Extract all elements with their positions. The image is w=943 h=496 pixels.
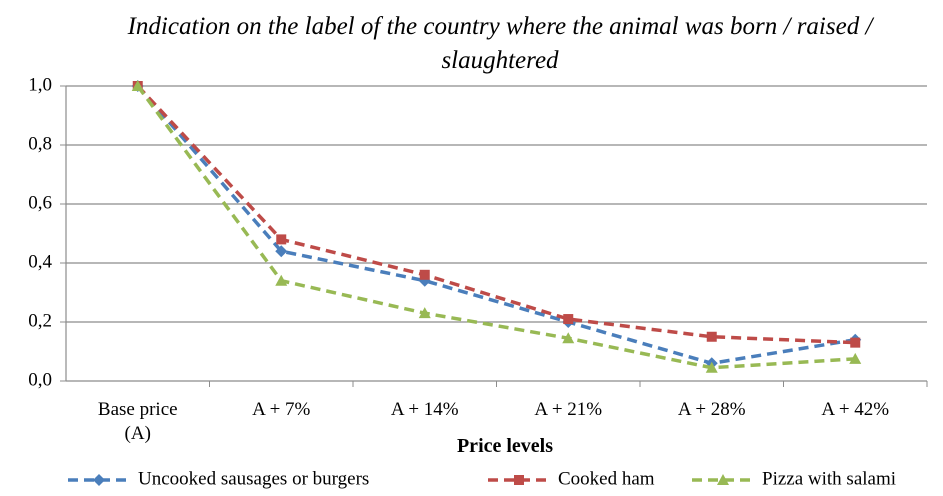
- legend-label: Uncooked sausages or burgers: [138, 468, 369, 489]
- x-tick-label: Base price (A): [97, 399, 178, 444]
- x-axis-title: Price levels: [456, 435, 554, 457]
- legend-marker: [514, 475, 524, 485]
- point: [705, 361, 718, 373]
- y-tick-label: 0,2: [28, 310, 52, 331]
- series-line: [136, 84, 856, 370]
- series-line: [136, 84, 856, 366]
- y-tick-label: 0,0: [28, 369, 52, 390]
- point: [276, 234, 287, 245]
- series-line: [136, 84, 856, 345]
- y-tick-label: 1,0: [28, 74, 52, 95]
- legend-marker: [717, 474, 729, 485]
- legend-label: Pizza with salami: [762, 468, 896, 489]
- legend-label: Cooked ham: [558, 468, 655, 489]
- x-tick-label: A + 28%: [677, 399, 746, 420]
- x-tick-label: A + 42%: [821, 399, 890, 420]
- point: [419, 269, 430, 280]
- y-tick-label: 0,6: [28, 192, 52, 213]
- legend-marker: [93, 474, 105, 486]
- y-tick-label: 0,4: [28, 251, 52, 272]
- x-tick-label: A + 7%: [252, 399, 311, 420]
- point: [275, 274, 288, 286]
- chart-title: Indication on the label of the country w…: [127, 13, 873, 74]
- point: [706, 331, 717, 342]
- x-tick-label: A + 21%: [534, 399, 603, 420]
- x-tick-label: A + 14%: [390, 399, 459, 420]
- point: [849, 352, 862, 364]
- point: [563, 314, 574, 325]
- y-tick-label: 0,8: [28, 133, 52, 154]
- point: [131, 80, 144, 91]
- point: [562, 332, 575, 344]
- point: [275, 245, 288, 258]
- point: [418, 307, 431, 319]
- point: [850, 337, 861, 348]
